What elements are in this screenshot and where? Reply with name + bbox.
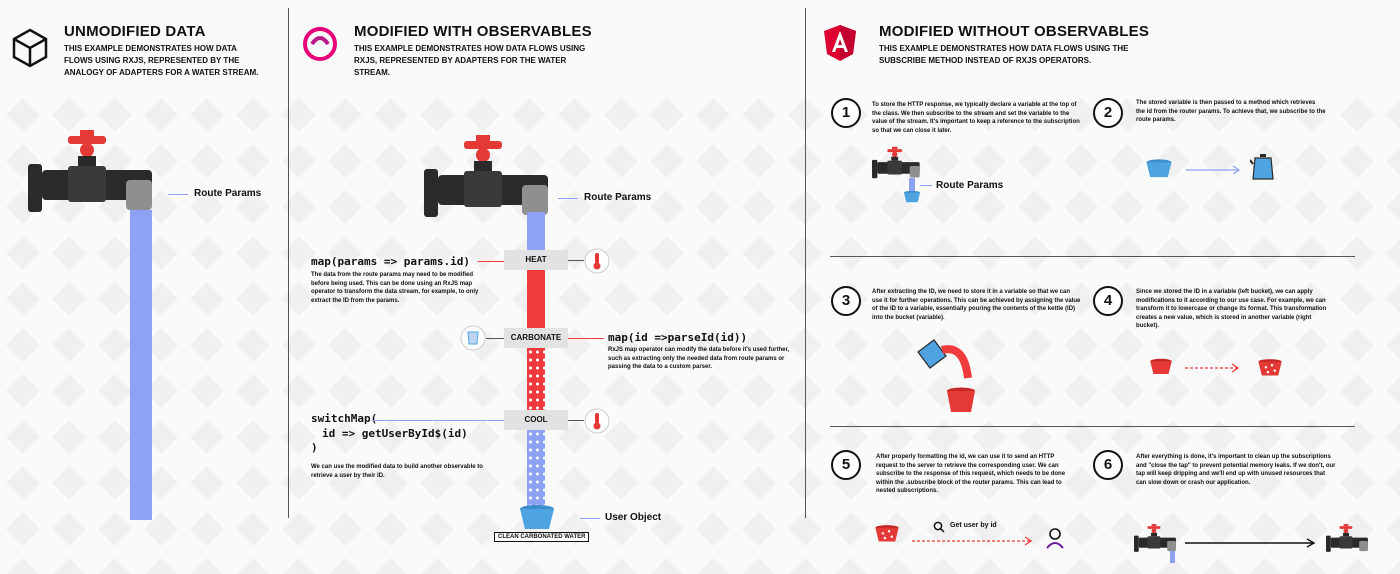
step-5-badge: 5 [831,450,861,480]
switchmap-code-line2: id => getUserById$(id) [322,427,468,440]
map2-connector [568,338,604,339]
user-object-label: User Object [605,512,662,523]
col1-desc: THIS EXAMPLE DEMONSTRATES HOW DATA FLOWS… [64,44,259,77]
arrow-right-dashed-icon [912,536,1033,546]
switchmap-code-line3: ) [311,441,318,454]
cube-icon [12,28,48,68]
step-6-text: After everything is done, it's important… [1136,454,1336,486]
step-1-text: To store the HTTP response, we typically… [872,102,1080,134]
water-stream [1170,551,1175,563]
step-3-text: After extracting the ID, we need to stor… [872,289,1081,321]
get-user-label: Get user by id [950,522,997,529]
cool-box: COOL [504,410,568,430]
arrow-right-icon [1185,538,1316,548]
step-5-text: After properly formatting the id, we can… [876,454,1066,494]
kettle-pour-icon [917,339,975,412]
thermometer-cold-icon [584,408,610,434]
clean-water-label: CLEAN CARBONATED WATER [494,532,590,542]
route-params-connector [558,198,578,199]
tap-closed-icon [1326,524,1368,552]
col2-title: MODIFIED WITH OBSERVABLES [354,23,592,40]
col1-title: UNMODIFIED DATA [64,23,206,40]
route-params-label: Route Params [936,180,1004,191]
stream-red [527,270,545,328]
step-4-badge: 4 [1093,286,1123,316]
col2-desc: THIS EXAMPLE DEMONSTRATES HOW DATA FLOWS… [354,44,586,77]
tap-icon [1134,524,1176,552]
route-params-connector [168,194,188,195]
carbonate-box: CARBONATE [504,328,568,348]
thermometer-hot-icon [584,248,610,274]
route-params-connector [920,185,932,186]
divider-2 [805,8,806,518]
divider-row-2 [830,426,1355,427]
switchmap-connector [372,420,504,421]
kettle-icon [1250,154,1274,180]
map1-code: map(params => params.id) [311,255,470,268]
step-4-text: Since we stored the ID in a variable (le… [1136,289,1327,329]
glass-icon [460,325,486,351]
step-2-text: The stored variable is then passed to a … [1136,100,1326,123]
bucket-blue-icon [1146,159,1172,178]
map2-code: map(id =>parseId(id)) [608,331,748,344]
map1-text: The data from the route params may need … [311,272,479,304]
bucket-blue-icon [903,190,921,203]
water-stream [909,178,915,192]
arrow-right-dashed-icon [1185,363,1240,373]
carbonate-connector [486,338,504,339]
tap-icon [424,135,548,217]
step-1-badge: 1 [831,98,861,128]
cool-connector [568,420,584,421]
col3-title: MODIFIED WITHOUT OBSERVABLES [879,23,1150,40]
bucket-red-bubbly-icon [1258,359,1282,376]
stream-blue-bubbly [527,430,545,508]
divider-row-1 [830,256,1355,257]
step-3-badge: 3 [831,286,861,316]
arrow-right-icon [1186,165,1241,175]
route-params-label: Route Params [584,192,652,203]
angular-logo-icon [824,25,856,61]
stream-blue [527,212,545,250]
col3-desc: THIS EXAMPLE DEMONSTRATES HOW DATA FLOWS… [879,44,1129,65]
divider-1 [288,8,289,518]
route-params-label: Route Params [194,188,262,199]
bucket-blue-icon [520,505,554,529]
map2-text: RxJS map operator can modify the data be… [608,347,790,370]
switchmap-code-line1: switchMap( [311,412,378,425]
search-icon [933,521,945,533]
switchmap-text: We can use the modified data to build an… [311,464,483,479]
bucket-red-icon [1150,358,1172,374]
water-stream [130,210,152,520]
map1-connector [478,261,504,262]
bucket-red-bubbly-icon [875,525,899,542]
step-6-badge: 6 [1093,450,1123,480]
tap-icon [28,130,152,212]
step-2-badge: 2 [1093,98,1123,128]
heat-box: HEAT [504,250,568,270]
heat-connector [568,260,584,261]
user-object-connector [580,518,600,519]
stream-red-bubbly [527,348,545,410]
tap-icon [872,146,920,179]
rxjs-logo-icon [303,27,337,61]
user-icon [1046,528,1064,549]
